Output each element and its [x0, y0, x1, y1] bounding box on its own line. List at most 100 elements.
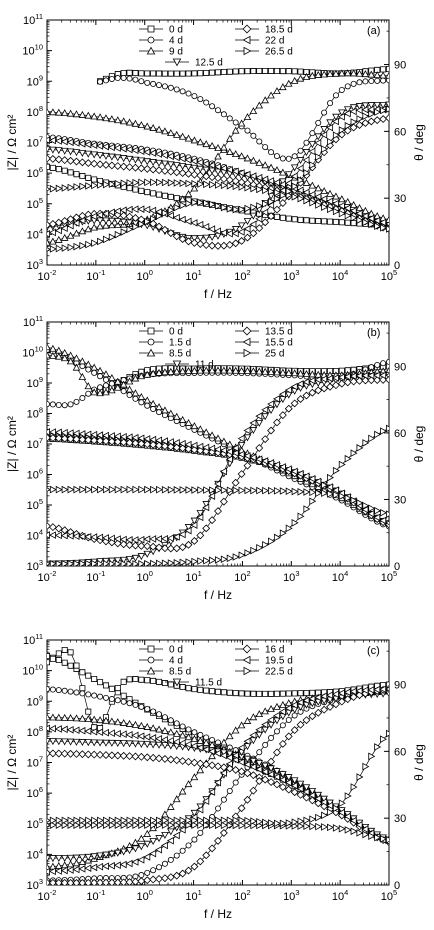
phase-point [367, 102, 376, 110]
impedance-point [255, 455, 263, 463]
phase-point [119, 211, 128, 220]
phase-point [214, 805, 221, 812]
phase-point [273, 748, 281, 757]
impedance-point [184, 440, 192, 449]
impedance-point [47, 107, 51, 115]
phase-point [385, 373, 389, 378]
phase-point [374, 108, 382, 116]
impedance-point [232, 821, 240, 830]
panel-label: (c) [367, 645, 380, 657]
impedance-point [343, 197, 352, 205]
impedance-point [184, 169, 193, 178]
phase-point [231, 751, 239, 760]
impedance-point [108, 373, 116, 381]
phase-point [290, 701, 298, 709]
impedance-point [47, 738, 51, 746]
impedance-point [166, 438, 174, 446]
impedance-point [119, 718, 128, 726]
impedance-point [47, 146, 51, 154]
phase-point [226, 115, 233, 122]
impedance-point [131, 163, 140, 172]
impedance-point [102, 180, 110, 189]
impedance-point [131, 731, 139, 740]
phase-point [47, 818, 51, 823]
impedance-point [291, 487, 299, 496]
phase-point [54, 524, 63, 533]
impedance-point [367, 214, 375, 223]
impedance-point [291, 216, 298, 223]
impedance-point [84, 739, 93, 747]
impedance-point [78, 158, 87, 167]
phase-point [119, 848, 128, 856]
impedance-point [132, 821, 140, 829]
phase-point [60, 354, 69, 362]
phase-point [125, 377, 134, 385]
legend: 0 d4 d9 d12.5 d18.5 d22 d26.5 d [139, 25, 293, 69]
phase-point [225, 240, 234, 249]
phase-point [320, 126, 328, 134]
phase-point [243, 461, 252, 470]
phase-point [268, 537, 276, 546]
series-22-d [47, 105, 389, 238]
impedance-point [167, 821, 175, 829]
impedance-point [108, 821, 116, 829]
phase-point [380, 360, 387, 367]
impedance-point [196, 736, 205, 744]
impedance-point [107, 161, 116, 170]
phase-point [231, 126, 240, 134]
phase-point [279, 368, 287, 376]
impedance-point [48, 434, 57, 442]
impedance-point [61, 485, 69, 494]
impedance-point [190, 170, 199, 179]
impedance-point [315, 201, 323, 209]
phase-point [214, 152, 222, 160]
phase-point [108, 217, 116, 225]
phase-point [48, 867, 56, 876]
impedance-point [331, 486, 339, 494]
impedance-point [338, 209, 346, 218]
phase-point [113, 878, 122, 885]
impedance-point [309, 198, 317, 207]
legend-label: 22.5 d [265, 667, 293, 678]
impedance-point [226, 181, 234, 190]
phase-point [190, 235, 199, 243]
impedance-point [214, 168, 222, 176]
phase-point [332, 113, 340, 121]
impedance-point [108, 685, 115, 692]
impedance-point [303, 196, 311, 205]
y-left-tick-label: 109 [27, 693, 43, 708]
impedance-point [90, 727, 98, 736]
phase-point [66, 357, 75, 365]
x-tick-label: 10-2 [38, 268, 57, 283]
phase-point [232, 816, 240, 825]
x-tick-label: 100 [137, 569, 153, 584]
impedance-point [243, 452, 251, 460]
y-left-tick-label: 1011 [23, 632, 43, 647]
phase-point [255, 215, 263, 223]
phase-point [385, 114, 389, 122]
impedance-point [149, 149, 157, 157]
phase-point [191, 836, 198, 843]
phase-point [303, 169, 311, 177]
phase-point [49, 237, 57, 245]
phase-point [149, 535, 157, 543]
impedance-point [166, 736, 174, 745]
phase-point [268, 690, 275, 697]
impedance-point [155, 734, 163, 743]
phase-point [361, 119, 370, 127]
impedance-point [131, 156, 140, 164]
impedance-point [113, 729, 121, 738]
impedance-point [290, 467, 298, 476]
phase-point [119, 540, 128, 549]
phase-point [215, 688, 221, 695]
phase-point [55, 559, 63, 566]
impedance-point [273, 768, 281, 776]
impedance-point [196, 759, 205, 768]
impedance-point [155, 403, 163, 411]
phase-point [96, 389, 104, 397]
phase-point [73, 816, 81, 825]
impedance-point [296, 784, 304, 793]
phase-point [137, 856, 145, 864]
phase-point [368, 67, 375, 74]
impedance-point [386, 510, 389, 518]
